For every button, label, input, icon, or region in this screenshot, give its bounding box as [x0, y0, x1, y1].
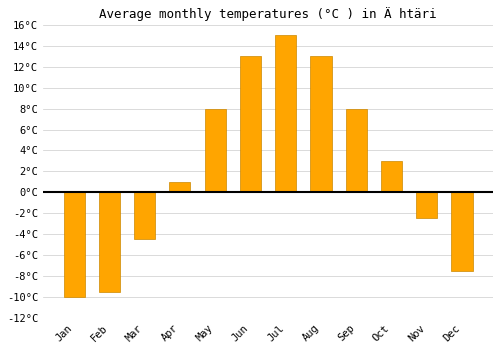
Bar [346, 108, 367, 192]
Bar [452, 192, 472, 271]
Bar [240, 56, 261, 192]
Bar [99, 192, 120, 292]
Bar [64, 192, 84, 297]
Bar [416, 192, 438, 218]
Bar [310, 56, 332, 192]
Bar [275, 35, 296, 192]
Bar [381, 161, 402, 192]
Bar [134, 192, 155, 239]
Bar [170, 182, 190, 192]
Bar [204, 108, 226, 192]
Title: Average monthly temperatures (°C ) in Ä htäri: Average monthly temperatures (°C ) in Ä … [100, 7, 437, 21]
